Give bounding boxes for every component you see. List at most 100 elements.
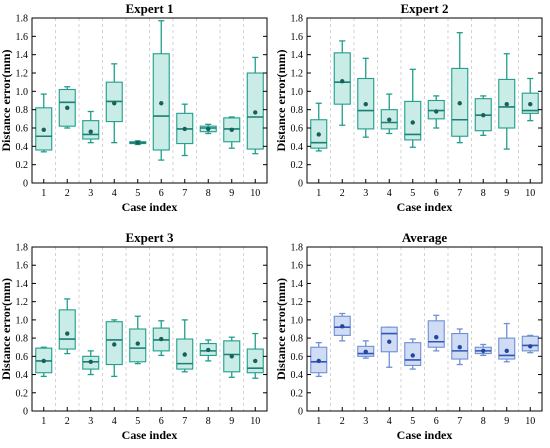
x-tick-label: 2: [65, 188, 70, 199]
x-tick-label: 6: [434, 188, 439, 199]
y-tick-label: 0.6: [291, 124, 304, 135]
plot-frame: [306, 246, 543, 412]
x-tick-label: 1: [41, 416, 46, 427]
mean-marker: [88, 129, 93, 134]
chart-title: Average: [402, 230, 447, 245]
mean-marker: [457, 101, 462, 106]
y-tick-label: 1.0: [291, 315, 304, 326]
x-tick-label: 8: [206, 416, 211, 427]
mean-marker: [65, 105, 70, 111]
box-iqr: [498, 337, 516, 360]
mean-marker: [363, 349, 368, 354]
mean-marker: [253, 110, 258, 115]
mean-marker: [410, 353, 415, 358]
box-case-1: [35, 93, 53, 153]
x-tick-label: 5: [410, 416, 415, 427]
box-case-9: [498, 322, 516, 363]
chart-title: Expert 2: [400, 1, 448, 16]
x-tick-label: 1: [41, 188, 46, 199]
box-case-6: [427, 95, 445, 129]
mean-marker: [112, 101, 117, 106]
chart-title: Expert 3: [125, 230, 174, 245]
x-axis-label: Case index: [397, 200, 453, 214]
box-case-4: [105, 63, 123, 144]
mean-marker: [206, 126, 211, 132]
x-tick-label: 3: [88, 416, 93, 427]
x-tick-label: 7: [182, 188, 187, 199]
box-case-1: [310, 342, 328, 378]
box-case-7: [176, 319, 194, 373]
y-tick-label: 1.6: [16, 261, 29, 272]
x-tick-label: 5: [135, 416, 140, 427]
mean-marker: [316, 132, 321, 137]
x-axis-label: Case index: [122, 428, 178, 442]
x-tick-label: 3: [363, 416, 368, 427]
chart-title: Expert 1: [125, 1, 173, 16]
box-case-2: [58, 86, 76, 129]
box-case-10: [246, 56, 264, 155]
mean-marker: [112, 342, 117, 347]
y-tick-label: 0.4: [291, 370, 304, 381]
plot-frame: [306, 17, 543, 184]
mean-marker: [41, 127, 46, 133]
mean-marker: [340, 79, 345, 84]
box-case-7: [451, 328, 469, 366]
chart-panel-2: 0 0.2 0.4 0.6 0.8 1.0 1.2 1.4 1.6 1.8 1 2 3 4 5 6 7 8 9 10 E…: [274, 1, 543, 214]
box-case-4: [380, 326, 398, 368]
x-tick-label: 9: [504, 188, 509, 199]
mean-marker: [410, 120, 415, 125]
x-axis-label: Case index: [122, 200, 178, 214]
x-tick-label: 10: [250, 188, 260, 199]
mean-marker: [229, 354, 234, 359]
y-tick-label: 0.2: [16, 160, 29, 171]
box-case-1: [310, 102, 328, 152]
box-case-3: [82, 350, 100, 376]
box-case-1: [35, 346, 53, 378]
box-case-8: [199, 339, 217, 362]
x-tick-label: 8: [481, 416, 486, 427]
y-tick-label: 0.8: [16, 105, 29, 116]
box-case-3: [357, 340, 375, 359]
box-case-6: [427, 314, 445, 352]
box-case-9: [498, 53, 516, 150]
box-iqr: [380, 326, 398, 353]
y-tick-label: 1.6: [16, 32, 29, 43]
x-tick-label: 5: [135, 188, 140, 199]
box-case-3: [357, 57, 375, 138]
x-tick-label: 9: [504, 416, 509, 427]
y-tick-label: 1.8: [16, 243, 29, 254]
box-case-6: [152, 20, 170, 161]
y-axis-label: Distance error(mm): [274, 49, 288, 151]
mean-marker: [159, 101, 164, 106]
box-case-2: [333, 312, 351, 342]
mean-marker: [88, 359, 93, 364]
x-tick-label: 10: [525, 188, 535, 199]
plot-frame: [31, 17, 268, 184]
y-tick-label: 1.2: [16, 69, 29, 80]
x-tick-label: 1: [316, 416, 321, 427]
y-tick-label: 1.2: [291, 69, 304, 80]
x-tick-label: 4: [112, 416, 117, 427]
x-tick-label: 9: [229, 416, 234, 427]
y-tick-label: 1.4: [291, 279, 304, 290]
y-tick-label: 1.2: [16, 297, 29, 308]
y-tick-label: 1.0: [291, 87, 304, 98]
y-tick-label: 0.6: [291, 352, 304, 363]
y-tick-label: 1.8: [16, 14, 29, 25]
x-tick-label: 7: [457, 188, 462, 199]
box-case-10: [521, 77, 539, 122]
y-tick-label: 0.2: [291, 388, 304, 399]
mean-marker: [41, 358, 46, 364]
y-tick-label: 0.4: [16, 370, 29, 381]
mean-marker: [434, 335, 439, 340]
box-iqr: [333, 52, 351, 105]
mean-marker: [316, 358, 321, 364]
mean-marker: [159, 336, 164, 342]
x-tick-label: 6: [434, 416, 439, 427]
y-tick-label: 1.6: [291, 261, 304, 272]
y-tick-label: 1.4: [16, 279, 29, 290]
x-tick-label: 1: [316, 188, 321, 199]
box-iqr: [58, 309, 76, 350]
y-tick-label: 1.0: [16, 315, 29, 326]
box-case-4: [105, 319, 123, 378]
